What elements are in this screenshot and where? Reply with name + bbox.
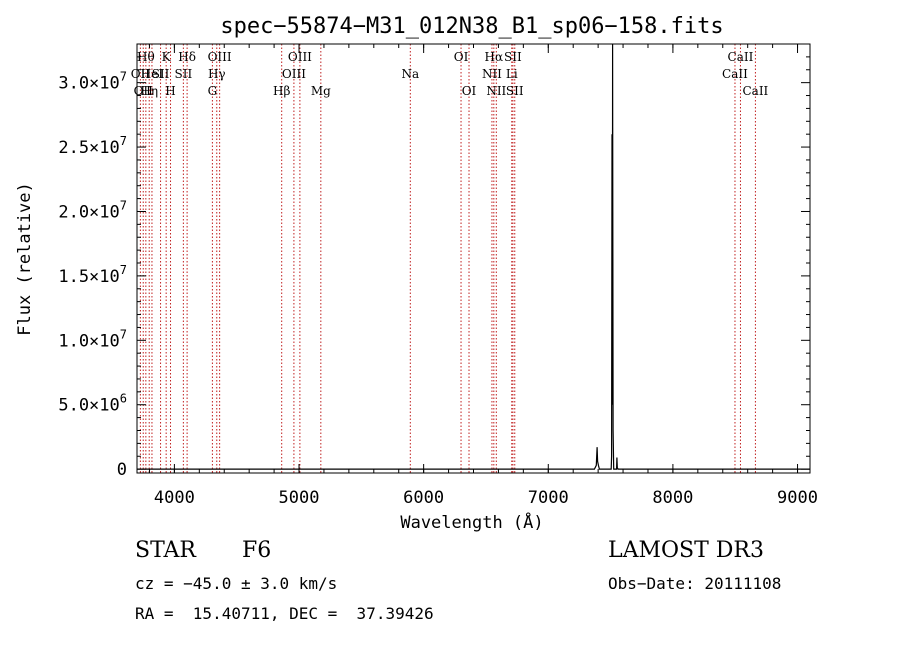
- line-label: NII: [482, 67, 502, 81]
- line-label: Hγ: [208, 67, 226, 81]
- object-class: STAR: [135, 538, 196, 563]
- line-label: OII: [131, 67, 151, 81]
- line-label: CaII: [728, 50, 754, 64]
- line-label: OII: [134, 84, 154, 98]
- line-label: CaII: [742, 84, 768, 98]
- y-tick-label: 0: [117, 460, 127, 480]
- spectrum-series-line: [137, 43, 810, 470]
- x-tick-label: 8000: [652, 488, 693, 508]
- line-label: NII: [486, 84, 506, 98]
- y-tick-label: 1.5×107: [58, 263, 127, 287]
- coordinates: RA = 15.40711, DEC = 37.39426: [135, 604, 434, 623]
- y-axis: 0 5.0×106 1.0×107 1.5×107 2.0×107 2.5×107 3.0×…: [58, 56, 810, 480]
- line-label: OIII: [208, 50, 232, 64]
- line-labels: OIIOIIHθHηHeISIIKHSIIHδGHγOIIIHβOIIIOIII…: [131, 50, 769, 98]
- line-label: G: [208, 84, 218, 98]
- x-tick-label: 6000: [403, 488, 444, 508]
- y-tick-label: 1.0×107: [58, 327, 127, 351]
- plot-frame: [136, 43, 811, 474]
- survey-name: LAMOST DR3: [608, 538, 764, 563]
- x-axis-label: Wavelength (Å): [400, 511, 543, 533]
- line-label: HeI: [141, 67, 164, 81]
- line-label: Mg: [311, 84, 331, 98]
- line-label: Na: [401, 67, 419, 81]
- y-tick-label: 2.5×107: [58, 134, 127, 158]
- line-label: Li: [506, 67, 518, 81]
- line-label: K: [162, 50, 172, 64]
- line-label: OIII: [282, 67, 306, 81]
- x-axis: 4000 5000 6000 7000 8000 9000: [148, 44, 818, 508]
- y-tick-label: 5.0×106: [58, 392, 127, 416]
- y-tick-label: 3.0×107: [58, 70, 127, 94]
- line-label: Hβ: [273, 84, 290, 98]
- line-label: SII: [504, 50, 522, 64]
- redshift-text: cz = −45.0 ± 3.0 km/s: [135, 574, 338, 593]
- y-axis-label: Flux (relative): [15, 182, 35, 336]
- line-label: Hη: [140, 84, 158, 98]
- line-label: OI: [462, 84, 477, 98]
- x-tick-label: 7000: [528, 488, 569, 508]
- x-tick-label: 5000: [279, 488, 320, 508]
- chart-title: spec−55874−M31_012N38_B1_sp06−158.fits: [220, 14, 723, 39]
- x-tick-label: 9000: [777, 488, 818, 508]
- x-tick-label: 4000: [154, 488, 195, 508]
- obs-date: Obs−Date: 20111108: [608, 574, 782, 593]
- y-tick-label: 2.0×107: [58, 198, 127, 222]
- line-label: Hθ: [137, 50, 155, 64]
- line-label: OIII: [288, 50, 312, 64]
- line-label: CaII: [722, 67, 748, 81]
- line-label: Hα: [485, 50, 504, 64]
- line-label: SII: [152, 67, 170, 81]
- line-label: H: [165, 84, 175, 98]
- line-label: OI: [454, 50, 469, 64]
- object-subclass: F6: [242, 538, 272, 563]
- line-label: SII: [175, 67, 193, 81]
- line-markers: [139, 44, 756, 473]
- line-label: Hδ: [178, 50, 196, 64]
- line-label: SII: [506, 84, 524, 98]
